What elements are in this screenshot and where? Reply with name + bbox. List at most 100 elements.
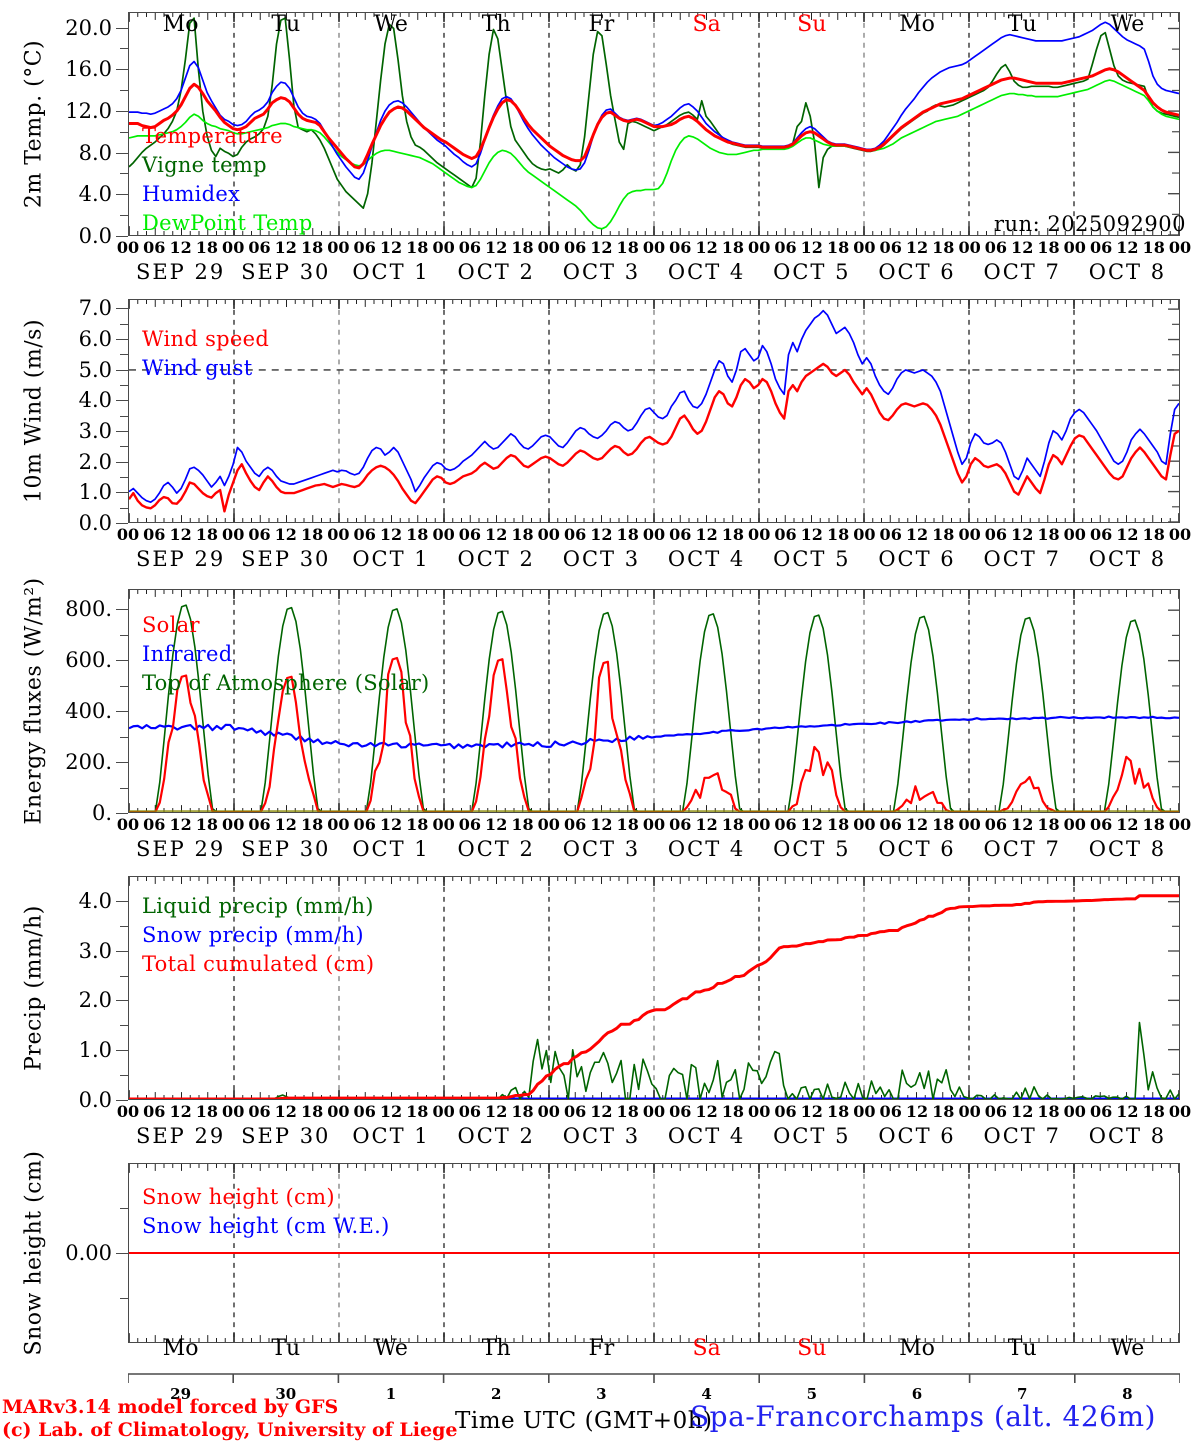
- hour-label-r2-2-1: 06: [353, 815, 376, 834]
- hour-label-r2-5-3: 18: [721, 815, 745, 834]
- day-label-r0-9: OCT 8: [1088, 260, 1167, 284]
- legend-item-wind-panel-0: Wind speed: [142, 327, 270, 351]
- hour-label-r3-7-3: 18: [932, 1102, 955, 1121]
- weekday-label-bottom-2: We: [374, 1336, 408, 1361]
- day-label-r0-8: OCT 7: [983, 260, 1061, 284]
- hour-label-r1-6-1: 06: [774, 525, 797, 544]
- day-label-r3-8: OCT 7: [983, 1124, 1061, 1148]
- series-line-temperature: [129, 67, 1179, 170]
- hour-label-r1-2-0: 00: [327, 525, 350, 544]
- hour-label-r2-6-1: 06: [774, 815, 797, 834]
- day-label-r0-5: OCT 4: [667, 260, 746, 284]
- y-minor-tick-snow-1: [120, 1208, 128, 1209]
- legend-item-energy-fluxes-panel-1: Infrared: [142, 642, 233, 666]
- hour-label-r3-4-1: 06: [563, 1102, 587, 1121]
- hour-label-r1-9-1: 06: [1089, 525, 1113, 544]
- hour-label-r2-3-3: 18: [511, 815, 534, 834]
- hour-label-r1-8-3: 18: [1037, 525, 1060, 544]
- hour-label-r0-3-2: 12: [485, 238, 508, 257]
- series-line-wind-speed: [129, 362, 1179, 513]
- y-minor-tick-snow-0: [120, 1298, 128, 1299]
- y-tick-label-energy-fluxes-panel-4: 800.: [65, 597, 112, 622]
- hour-label-r0-8-2: 12: [1011, 238, 1034, 257]
- day-number-label-0: 29: [170, 1385, 192, 1403]
- hour-label-r3-3-0: 00: [432, 1102, 455, 1121]
- y-tick-mark-temperature-panel-4: [116, 69, 128, 70]
- hour-label-r3-5-0: 00: [642, 1102, 666, 1121]
- plot-area-snow-height-panel: [128, 1163, 1180, 1343]
- day-number-label-4: 3: [596, 1385, 607, 1403]
- hour-label-r2-1-1: 06: [248, 815, 271, 834]
- hour-label-r0-9-3: 18: [1142, 238, 1165, 257]
- plot-area-precip-panel: [128, 876, 1180, 1100]
- legend-item-snow-height-panel-1: Snow height (cm W.E.): [142, 1214, 390, 1238]
- weekday-label-bottom-9: We: [1110, 1336, 1145, 1361]
- weekday-label-top-1: Tu: [271, 12, 301, 37]
- y-tick-mark-energy-fluxes-panel-0: [116, 813, 128, 814]
- hour-label-r2-1-0: 00: [222, 815, 245, 834]
- hour-label-r0-8-1: 06: [984, 238, 1008, 257]
- day-label-r1-7: OCT 6: [878, 547, 956, 571]
- plot-area-wind-panel: [128, 299, 1180, 523]
- hour-label-r0-5-2: 12: [695, 238, 718, 257]
- day-label-r3-6: OCT 5: [773, 1124, 851, 1148]
- hour-label-r0-7-3: 18: [932, 238, 955, 257]
- hour-label-r3-1-1: 06: [248, 1102, 271, 1121]
- y-tick-label-temperature-panel-3: 12.0: [65, 98, 112, 123]
- hour-label-r2-0-2: 12: [169, 815, 192, 834]
- y-minor-tick-temperature-panel-2: [120, 132, 128, 133]
- y-tick-mark-wind-panel-6: [116, 339, 128, 340]
- hour-label-r0-5-0: 00: [642, 238, 666, 257]
- hour-label-r0-3-0: 00: [432, 238, 455, 257]
- legend-item-temperature-panel-2: Humidex: [142, 182, 241, 206]
- hour-label-r2-0-0: 00: [116, 815, 140, 834]
- day-label-r2-2: OCT 1: [352, 837, 430, 861]
- plot-canvas-precip-panel: [129, 877, 1179, 1099]
- y-tick-mark-temperature-panel-2: [116, 153, 128, 154]
- day-label-r0-3: OCT 2: [457, 260, 535, 284]
- y-tick-label-precip-panel-3: 3.0: [78, 938, 112, 963]
- hour-label-r1-9-2: 12: [1116, 525, 1139, 544]
- y-tick-label-precip-panel-0: 0.0: [78, 1088, 112, 1112]
- y-minor-tick-wind-panel-1: [120, 477, 128, 478]
- y-tick-mark-wind-panel-1: [116, 492, 128, 493]
- weekday-label-top-8: Tu: [1007, 12, 1037, 37]
- hour-label-r2-4-2: 12: [590, 815, 613, 834]
- y-minor-tick-precip-panel-2: [120, 976, 128, 977]
- day-number-label-7: 6: [911, 1385, 923, 1403]
- day-number-label-1: 30: [275, 1385, 297, 1403]
- hour-label-r1-0-1: 06: [143, 525, 166, 544]
- hour-label-r3-8-3: 18: [1037, 1102, 1060, 1121]
- hour-label-r3-7-0: 00: [853, 1102, 876, 1121]
- y-tick-mark-wind-panel-4: [116, 400, 128, 401]
- day-label-r1-9: OCT 8: [1088, 547, 1167, 571]
- hour-label-r1-3-2: 12: [485, 525, 508, 544]
- hour-label-r2-7-3: 18: [932, 815, 955, 834]
- y-minor-tick-precip-panel-3: [120, 926, 128, 927]
- y-tick-mark-energy-fluxes-panel-1: [116, 762, 128, 763]
- day-label-r2-8: OCT 7: [983, 837, 1061, 861]
- weekday-label-bottom-6: Su: [797, 1336, 827, 1361]
- day-label-r3-1: SEP 30: [241, 1124, 331, 1148]
- day-label-r3-7: OCT 6: [878, 1124, 956, 1148]
- hour-label-r0-1-0: 00: [222, 238, 245, 257]
- hour-label-r3-3-1: 06: [458, 1102, 482, 1121]
- hour-label-r2-0-3: 18: [195, 815, 219, 834]
- y-minor-tick-wind-panel-3: [120, 416, 128, 417]
- y-tick-mark-wind-panel-2: [116, 462, 128, 463]
- hour-label-r3-2-0: 00: [327, 1102, 350, 1121]
- day-label-r2-5: OCT 4: [667, 837, 746, 861]
- hour-label-r2-4-3: 18: [616, 815, 639, 834]
- hour-label-r0-4-2: 12: [590, 238, 613, 257]
- hour-label-r1-1-1: 06: [248, 525, 271, 544]
- hour-label-r3-2-1: 06: [353, 1102, 376, 1121]
- hour-label-r1-0-3: 18: [195, 525, 219, 544]
- day-label-r1-5: OCT 4: [667, 547, 746, 571]
- hour-label-r2-4-1: 06: [563, 815, 587, 834]
- hour-label-r0-9-2: 12: [1116, 238, 1139, 257]
- day-label-r1-4: OCT 3: [562, 547, 641, 571]
- hour-label-r1-7-0: 00: [853, 525, 876, 544]
- day-label-r0-0: SEP 29: [135, 260, 226, 284]
- hour-label-r1-3-1: 06: [458, 525, 482, 544]
- y-tick-label-energy-fluxes-panel-1: 200.: [65, 750, 112, 775]
